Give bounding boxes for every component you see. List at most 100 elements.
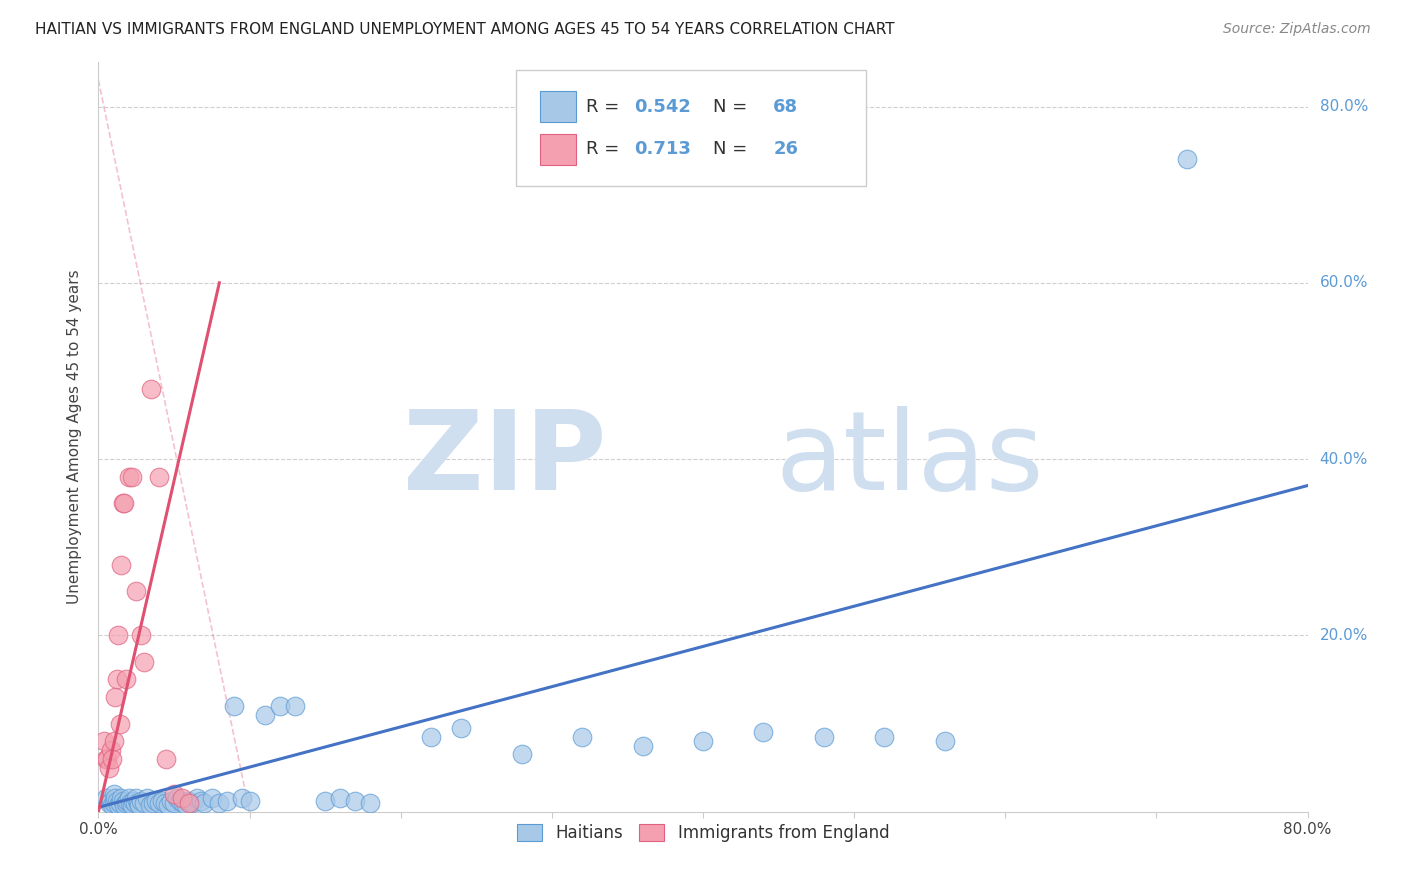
Point	[193, 796, 215, 810]
Y-axis label: Unemployment Among Ages 45 to 54 years: Unemployment Among Ages 45 to 54 years	[67, 269, 83, 605]
Point	[150, 794, 173, 808]
Point	[120, 796, 142, 810]
Point	[813, 730, 835, 744]
Point	[124, 796, 146, 810]
FancyBboxPatch shape	[516, 70, 866, 186]
Point	[105, 794, 128, 808]
Text: 68: 68	[773, 97, 799, 116]
Point	[93, 734, 115, 748]
Point	[112, 797, 135, 812]
Text: 26: 26	[773, 140, 799, 159]
Point	[100, 794, 122, 808]
Point	[269, 698, 291, 713]
Point	[103, 787, 125, 801]
Point	[148, 796, 170, 810]
Point	[510, 747, 533, 762]
Point	[145, 794, 167, 808]
Point	[190, 794, 212, 808]
Point	[105, 673, 128, 687]
Text: 80.0%: 80.0%	[1320, 99, 1368, 114]
Point	[169, 794, 191, 808]
FancyBboxPatch shape	[540, 134, 576, 165]
Point	[108, 716, 131, 731]
Point	[344, 794, 367, 808]
Point	[201, 791, 224, 805]
Point	[104, 791, 127, 805]
Text: atlas: atlas	[776, 406, 1045, 513]
Point	[111, 794, 134, 808]
Point	[873, 730, 896, 744]
Point	[94, 791, 117, 805]
Text: N =: N =	[713, 97, 752, 116]
Text: 0.542: 0.542	[634, 97, 690, 116]
Point	[100, 743, 122, 757]
Point	[253, 707, 276, 722]
Point	[132, 655, 155, 669]
Point	[132, 796, 155, 810]
Point	[170, 791, 193, 805]
Point	[160, 794, 183, 808]
Point	[121, 797, 143, 812]
Point	[98, 761, 121, 775]
Point	[96, 752, 118, 766]
Point	[118, 469, 141, 483]
Text: R =: R =	[586, 97, 624, 116]
Point	[94, 752, 117, 766]
Point	[128, 797, 150, 812]
Point	[1175, 153, 1198, 167]
Point	[111, 496, 134, 510]
Point	[231, 791, 253, 805]
Point	[156, 797, 179, 812]
Point	[103, 734, 125, 748]
Text: R =: R =	[586, 140, 624, 159]
Point	[166, 791, 188, 805]
Legend: Haitians, Immigrants from England: Haitians, Immigrants from England	[510, 817, 896, 848]
Point	[172, 796, 194, 810]
Point	[118, 791, 141, 805]
FancyBboxPatch shape	[540, 91, 576, 122]
Point	[141, 382, 163, 396]
Point	[239, 794, 262, 808]
Text: 40.0%: 40.0%	[1320, 451, 1368, 467]
Point	[101, 752, 124, 766]
Point	[98, 796, 121, 810]
Point	[107, 797, 129, 812]
Point	[224, 698, 246, 713]
Point	[934, 734, 956, 748]
Text: N =: N =	[713, 140, 752, 159]
Point	[125, 584, 148, 599]
Point	[174, 797, 197, 812]
Point	[420, 730, 443, 744]
Point	[139, 797, 162, 812]
Point	[360, 796, 382, 810]
Text: 0.713: 0.713	[634, 140, 690, 159]
Point	[122, 794, 145, 808]
Text: ZIP: ZIP	[404, 406, 606, 513]
Point	[135, 791, 157, 805]
Point	[114, 796, 136, 810]
Point	[284, 698, 307, 713]
Point	[163, 796, 186, 810]
Point	[186, 791, 208, 805]
Point	[752, 725, 775, 739]
Point	[142, 796, 165, 810]
Point	[181, 796, 204, 810]
Text: 60.0%: 60.0%	[1320, 276, 1368, 290]
Point	[329, 791, 352, 805]
Point	[692, 734, 714, 748]
Point	[571, 730, 593, 744]
Point	[314, 794, 336, 808]
Point	[108, 796, 131, 810]
Text: HAITIAN VS IMMIGRANTS FROM ENGLAND UNEMPLOYMENT AMONG AGES 45 TO 54 YEARS CORREL: HAITIAN VS IMMIGRANTS FROM ENGLAND UNEMP…	[35, 22, 894, 37]
Point	[114, 673, 136, 687]
Point	[129, 794, 152, 808]
Point	[115, 794, 138, 808]
Text: Source: ZipAtlas.com: Source: ZipAtlas.com	[1223, 22, 1371, 37]
Point	[129, 628, 152, 642]
Point	[112, 496, 135, 510]
Point	[631, 739, 654, 753]
Point	[110, 791, 132, 805]
Point	[148, 469, 170, 483]
Point	[104, 690, 127, 705]
Point	[179, 796, 201, 810]
